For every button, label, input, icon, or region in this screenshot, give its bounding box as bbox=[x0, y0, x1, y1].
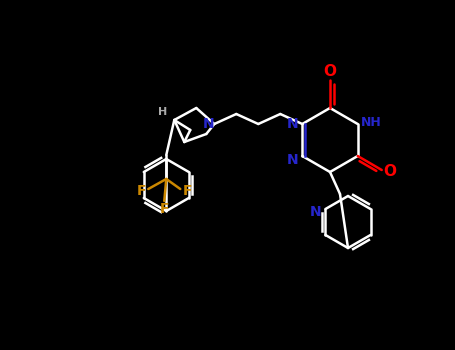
Text: F: F bbox=[182, 184, 192, 198]
Text: H: H bbox=[158, 107, 167, 117]
Text: N: N bbox=[287, 117, 298, 131]
Text: N: N bbox=[202, 117, 214, 131]
Text: NH: NH bbox=[361, 116, 382, 128]
Text: F: F bbox=[160, 202, 169, 216]
Text: O: O bbox=[324, 64, 337, 79]
Text: O: O bbox=[383, 164, 396, 180]
Text: F: F bbox=[136, 184, 146, 198]
Text: N: N bbox=[310, 205, 321, 219]
Text: N: N bbox=[287, 153, 298, 167]
